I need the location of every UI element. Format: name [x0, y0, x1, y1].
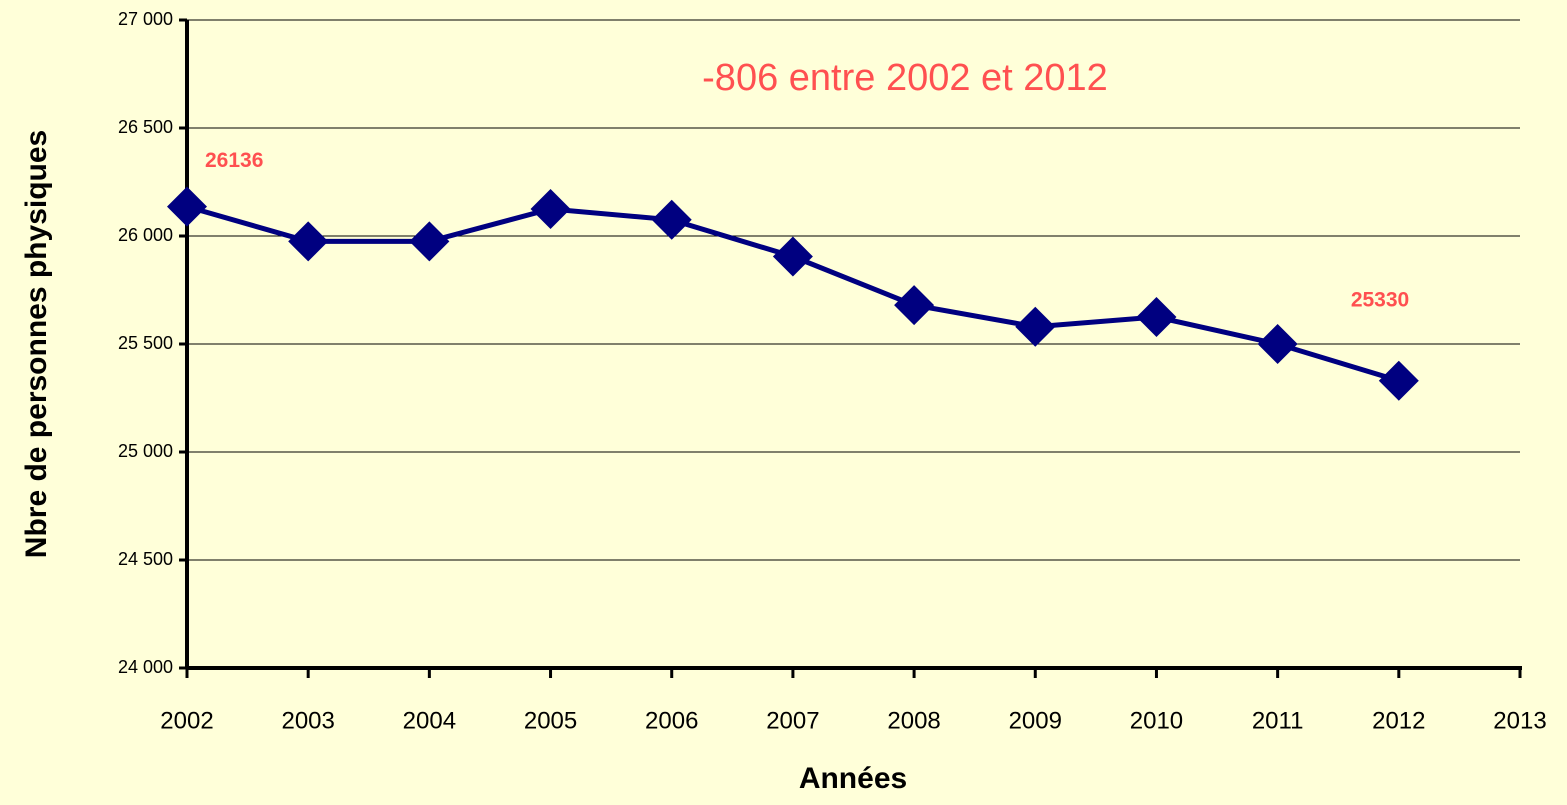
- x-tick-label: 2009: [1009, 707, 1062, 734]
- y-tick-label: 25 500: [118, 333, 173, 353]
- x-tick-label: 2003: [281, 707, 334, 734]
- x-tick-label: 2011: [1252, 707, 1304, 734]
- y-tick-label: 24 000: [118, 657, 173, 677]
- x-tick-label: 2005: [524, 707, 577, 734]
- x-tick-label: 2013: [1493, 707, 1546, 734]
- data-label: 26136: [205, 149, 263, 172]
- y-tick-label: 26 000: [118, 225, 173, 245]
- point-marker: [1136, 297, 1177, 337]
- point-marker: [894, 285, 935, 326]
- x-tick-label: 2008: [887, 707, 940, 734]
- point-marker: [1257, 324, 1298, 364]
- x-tick-label: 2007: [766, 707, 819, 734]
- point-marker: [772, 236, 813, 277]
- x-tick-label: 2006: [645, 707, 698, 734]
- x-axis-title: Années: [799, 762, 907, 795]
- y-tick-label: 24 500: [118, 549, 173, 569]
- point-marker: [1015, 306, 1056, 347]
- point-marker: [651, 199, 692, 240]
- x-tick-label: 2004: [403, 707, 456, 734]
- point-marker: [288, 221, 329, 262]
- series-line: [186, 204, 1400, 384]
- point-marker: [167, 186, 207, 227]
- annotation: -806 entre 2002 et 2012: [702, 57, 1108, 99]
- data-label: 25330: [1351, 288, 1409, 311]
- y-tick-label: 26 500: [118, 117, 173, 137]
- y-tick-label: 27 000: [118, 9, 173, 29]
- y-axis-title: Nbre de personnes physiques: [20, 130, 53, 558]
- y-tick-label: 25 000: [118, 441, 173, 461]
- point-marker: [530, 189, 571, 229]
- x-tick-label: 2002: [160, 707, 213, 734]
- point-marker: [409, 221, 450, 262]
- point-marker: [1378, 360, 1419, 401]
- x-tick-label: 2010: [1130, 707, 1183, 734]
- x-tick-label: 2012: [1372, 707, 1425, 734]
